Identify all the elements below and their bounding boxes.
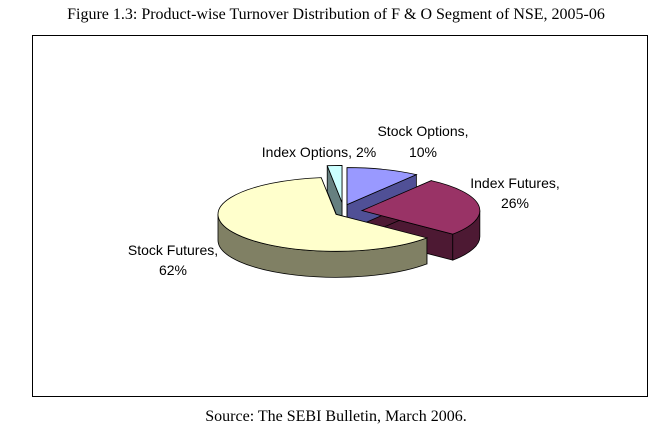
figure-source: Source: The SEBI Bulletin, March 2006.	[205, 408, 467, 425]
slice-percent-2: 62%	[159, 262, 187, 278]
pie-slice-3	[326, 165, 343, 203]
chart-frame: Stock Options, 10% Index Futures, 26% Stock …	[32, 35, 648, 397]
slice-label-3: Index Options, 2%	[262, 144, 376, 160]
slice-label-1: Index Futures,	[470, 175, 560, 191]
slice-percent-1: 26%	[501, 195, 529, 211]
slice-label-0: Stock Options,	[377, 123, 468, 139]
pie-slice-2	[217, 177, 429, 252]
pie-slice-1	[360, 180, 481, 235]
slice-label-2: Stock Futures,	[128, 242, 218, 258]
pie-chart: Stock Options, 10% Index Futures, 26% Stock …	[128, 123, 560, 278]
pie-slice-0	[346, 167, 418, 206]
figure-title: Figure 1.3: Product-wise Turnover Distri…	[67, 6, 605, 23]
slice-percent-0: 10%	[409, 144, 437, 160]
